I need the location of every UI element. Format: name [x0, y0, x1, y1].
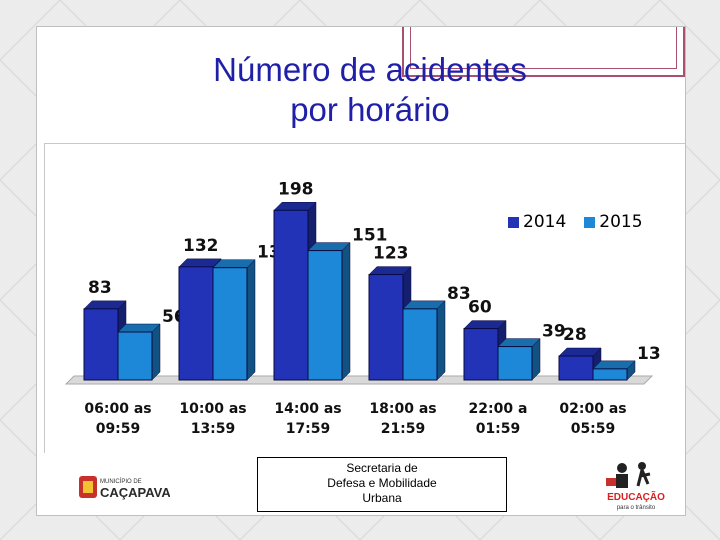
chart-title-line2: por horário [290, 91, 450, 128]
bar-2014-2 [273, 209, 309, 381]
chart-title-line1: Número de acidentes [213, 51, 527, 88]
bar-2014-5 [558, 355, 594, 381]
bar-2014-4 [463, 328, 499, 381]
logo-right-small-text: para o trânsito [617, 505, 656, 511]
value-label-2014-4: 60 [468, 298, 492, 318]
value-label-2015-4: 39 [542, 322, 566, 342]
value-label-2015-5: 13 [637, 344, 661, 364]
value-label-2014-2: 198 [278, 179, 314, 199]
category-label-1-0: 10:00 as [179, 401, 246, 417]
legend-label-2014: 2014 [523, 212, 567, 232]
category-label-0-0: 06:00 as [84, 401, 151, 417]
legend-swatch-2014 [508, 216, 519, 228]
category-label-5-1: 05:59 [571, 421, 616, 437]
bar-side-2015-3 [436, 300, 446, 381]
bar-2014-0 [83, 308, 119, 381]
footer-line2: Defesa e Mobilidade [327, 476, 437, 490]
footer-secretaria: Secretaria de Defesa e Mobilidade Urbana [257, 457, 507, 512]
bar-2015-2 [307, 250, 343, 381]
bar-2015-4 [497, 346, 533, 381]
category-label-3-1: 21:59 [381, 421, 426, 437]
bar-side-2015-0 [151, 323, 161, 381]
category-label-4-1: 01:59 [476, 421, 521, 437]
chart-title: Número de acidentes por horário [160, 50, 580, 130]
footer-line3: Urbana [362, 491, 402, 505]
legend-swatch-2015 [584, 216, 596, 228]
chart-legend: 2014 2015 [508, 212, 643, 232]
category-label-3-0: 18:00 as [369, 401, 436, 417]
logo-left-big-text: CAÇAPAVA [100, 485, 170, 500]
bar-2015-1 [212, 267, 248, 381]
corner-decoration [402, 27, 685, 77]
bar-2015-3 [402, 308, 438, 381]
category-label-5-0: 02:00 as [559, 401, 626, 417]
bar-2015-5 [592, 368, 628, 381]
corner-decoration-inner [410, 27, 677, 69]
value-label-2014-0: 83 [88, 278, 112, 298]
bar-2015-0 [117, 331, 153, 381]
category-label-2-0: 14:00 as [274, 401, 341, 417]
legend-label-2015: 2015 [599, 212, 643, 232]
logo-right-big-text: EDUCAÇÃO [607, 490, 665, 503]
value-label-2015-3: 83 [447, 284, 471, 304]
category-label-4-0: 22:00 a [469, 401, 528, 417]
bar-side-2015-1 [246, 259, 256, 381]
legend-item-2014: 2014 [508, 212, 566, 232]
bar-2014-3 [368, 274, 404, 381]
cacapava-logo: MUNICÍPIO DE CAÇAPAVA [79, 476, 170, 500]
chart-frame [44, 143, 685, 453]
educacao-transito-logo: EDUCAÇÃO para o trânsito [606, 462, 665, 511]
category-label-0-1: 09:59 [96, 421, 141, 437]
footer-line1: Secretaria de [346, 461, 418, 475]
value-label-2014-5: 28 [563, 325, 587, 345]
legend-item-2015: 2015 [584, 212, 643, 232]
value-label-2014-3: 123 [373, 244, 409, 264]
bar-side-2015-2 [341, 241, 351, 381]
category-label-2-1: 17:59 [286, 421, 331, 437]
bar-2014-1 [178, 266, 214, 381]
slide [36, 26, 686, 516]
category-label-1-1: 13:59 [191, 421, 236, 437]
value-label-2015-2: 151 [352, 226, 388, 246]
value-label-2014-1: 132 [183, 236, 219, 256]
logo-left-small-text: MUNICÍPIO DE [100, 478, 142, 485]
